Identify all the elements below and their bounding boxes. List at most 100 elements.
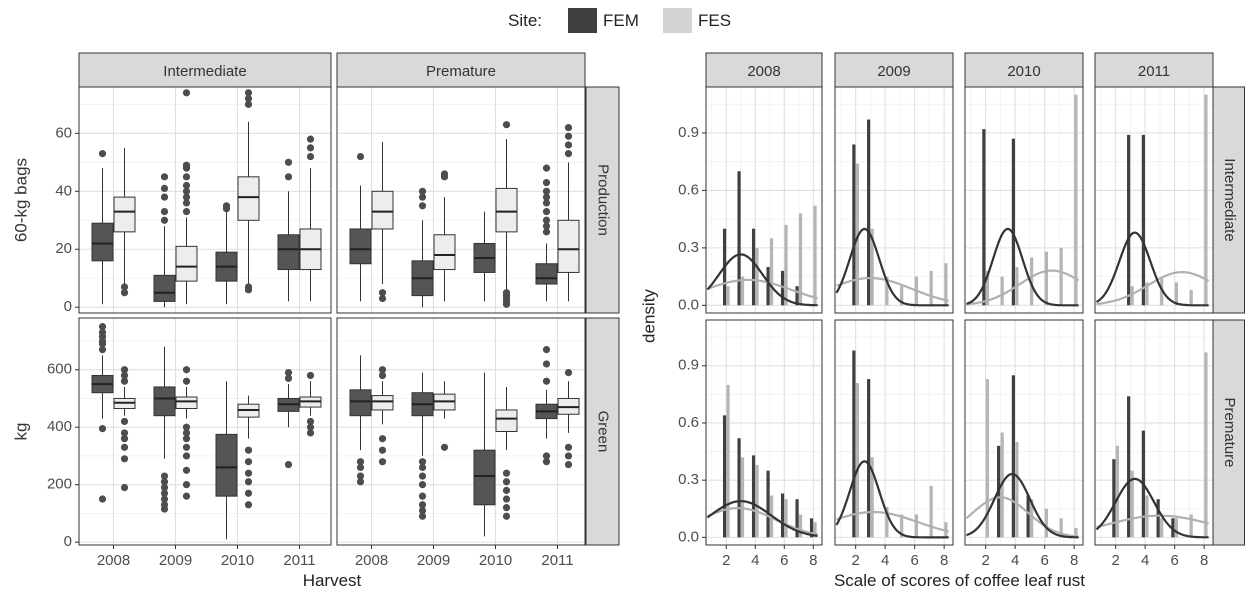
panel-border <box>964 319 1084 546</box>
bar-fes-score-6 <box>914 514 919 538</box>
outlier-point <box>542 360 551 368</box>
outlier-point <box>542 222 551 230</box>
outlier-point <box>542 458 551 466</box>
y-axis-label: density <box>639 289 658 343</box>
outlier-point <box>120 371 129 380</box>
strip-label-2011: 2011 <box>1138 63 1170 80</box>
bar-fes-score-5 <box>900 514 904 538</box>
outlier-point <box>182 89 191 97</box>
density-curve-fes <box>965 496 1079 538</box>
bar-fes-score-3 <box>740 276 745 306</box>
box-green-intermediate-2009-fes <box>175 366 198 500</box>
box-green-intermediate-2008-fem <box>91 323 114 503</box>
bar-fes-score-3 <box>1000 276 1004 306</box>
left-boxplot-chart: Intermediate Premature Production 60-kg bag… <box>11 52 620 590</box>
x-tick-label: 2010 <box>221 552 254 569</box>
box-production-intermediate-2008-fem <box>91 150 114 305</box>
y-tick-label: 600 <box>47 361 72 378</box>
bar-fem-score-4 <box>751 228 756 306</box>
outlier-point <box>306 423 315 431</box>
strip-production <box>585 86 620 314</box>
outlier-point <box>182 429 191 437</box>
y-tick-label: 0.9 <box>678 124 699 141</box>
box-iqr <box>153 274 176 302</box>
strip-green <box>585 317 620 546</box>
box-iqr <box>371 190 394 230</box>
bar-fes-score-5 <box>900 286 904 306</box>
outlier-point <box>244 283 253 291</box>
outlier-point <box>306 371 315 380</box>
outlier-point <box>120 289 129 297</box>
panel-production-intermediate: 0 20 40 60 <box>55 86 332 315</box>
outlier-point <box>284 460 293 469</box>
box-green-intermediate-2009-fem <box>153 346 176 513</box>
strip-intermediate <box>78 52 332 88</box>
outlier-point <box>542 452 551 460</box>
outlier-point <box>356 478 365 486</box>
x-tick-label: 8 <box>809 552 817 569</box>
panel-border <box>705 86 823 314</box>
x-tick-label: 4 <box>751 552 759 569</box>
outlier-point <box>502 512 511 520</box>
panel-premature-2011: 2 4 6 8 <box>1094 319 1214 569</box>
bar-fem-score-6 <box>780 493 785 538</box>
density-curve-fes <box>836 277 949 302</box>
x-axis-label: Harvest <box>303 571 362 590</box>
bar-fem-score-4 <box>751 455 756 538</box>
outlier-point <box>418 472 427 480</box>
bar-fes-score-2 <box>726 384 730 538</box>
x-tick-label: 8 <box>940 552 948 569</box>
box-production-premature-2008-fes <box>371 142 394 303</box>
outlier-point <box>378 289 387 297</box>
strip-label-green: Green <box>595 411 612 453</box>
outlier-point <box>564 460 573 469</box>
box-iqr <box>349 389 372 417</box>
panel-border <box>834 319 954 546</box>
legend-label-fes: FES <box>698 11 731 30</box>
bar-fem-score-7 <box>795 499 799 538</box>
y-tick-label: 0.0 <box>678 528 699 545</box>
outlier-point <box>160 501 169 509</box>
bar-fem-score-3 <box>1127 396 1131 538</box>
bar-fem-score-4 <box>1011 375 1015 538</box>
box-green-premature-2009-fem <box>411 372 434 520</box>
bar-fem-score-3 <box>867 119 871 306</box>
box-production-premature-2010-fes <box>495 121 518 308</box>
outlier-point <box>182 423 191 431</box>
outlier-point <box>564 123 573 132</box>
outlier-point <box>244 458 253 466</box>
x-tick-label: 2008 <box>97 552 130 569</box>
outlier-point <box>284 368 293 377</box>
box-production-premature-2011-fem <box>535 164 558 302</box>
box-green-premature-2009-fes <box>433 381 456 451</box>
outlier-point <box>378 446 387 454</box>
outlier-point <box>120 443 129 451</box>
outlier-point <box>182 161 191 169</box>
bar-fes-score-8 <box>944 263 948 306</box>
outlier-point <box>418 481 427 489</box>
x-tick-label: 2 <box>1111 552 1119 569</box>
bar-fes-score-6 <box>1044 251 1049 306</box>
bar-fes-score-7 <box>1189 514 1193 538</box>
box-green-premature-2008-fem <box>349 355 372 486</box>
bar-fem-score-5 <box>1026 495 1030 538</box>
y-tick-label: 0.9 <box>678 357 699 374</box>
y-tick-label: 0.6 <box>678 181 699 198</box>
y-axis-label-green: kg <box>11 423 30 441</box>
outlier-point <box>502 495 511 503</box>
outlier-point <box>284 158 293 166</box>
bar-fes-score-3 <box>870 228 874 306</box>
box-production-intermediate-2009-fes <box>175 89 198 305</box>
density-curve-fem <box>706 253 818 307</box>
box-green-intermediate-2010-fes <box>237 395 260 509</box>
panel-border <box>834 86 954 314</box>
bar-fes-score-2 <box>855 163 860 306</box>
x-tick-label: 2010 <box>479 552 512 569</box>
panel-green-premature: 2008 2009 2010 2011 <box>336 317 586 569</box>
density-curve-fes <box>706 507 818 536</box>
box-production-premature-2010-fem <box>473 211 496 302</box>
outlier-point <box>306 135 315 143</box>
x-tick-label: 2009 <box>417 552 450 569</box>
y-tick-label: 0.3 <box>678 239 699 256</box>
box-iqr <box>371 395 394 411</box>
